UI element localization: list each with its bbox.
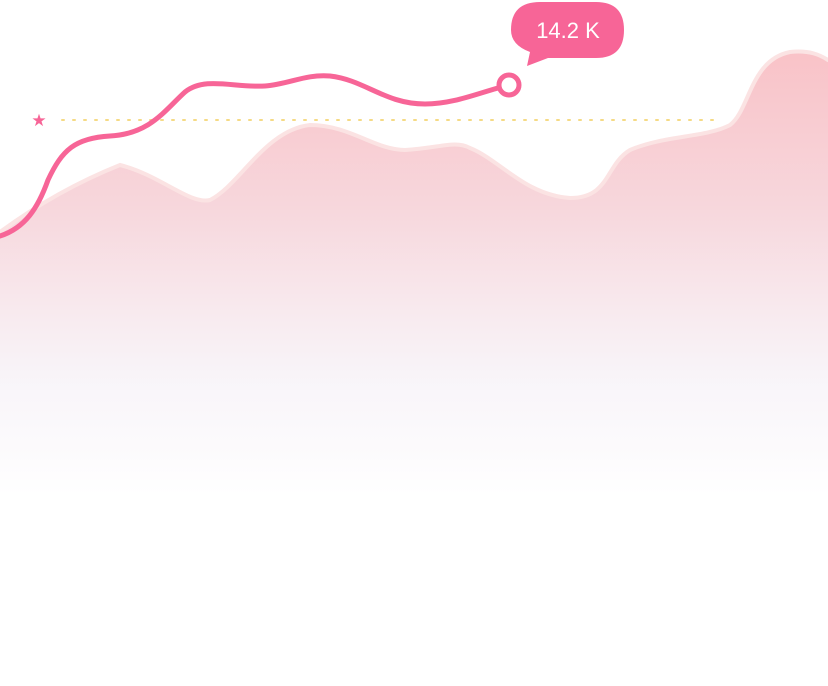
tooltip-bubble: [511, 2, 624, 66]
line-series: [0, 73, 512, 239]
area-series-edge: [0, 49, 828, 234]
area-series: [0, 51, 828, 495]
star-icon: ★: [31, 111, 46, 131]
value-tooltip: 14.2 K: [511, 2, 624, 66]
data-point-marker[interactable]: [496, 72, 522, 98]
tooltip-value: 14.2 K: [536, 18, 600, 43]
